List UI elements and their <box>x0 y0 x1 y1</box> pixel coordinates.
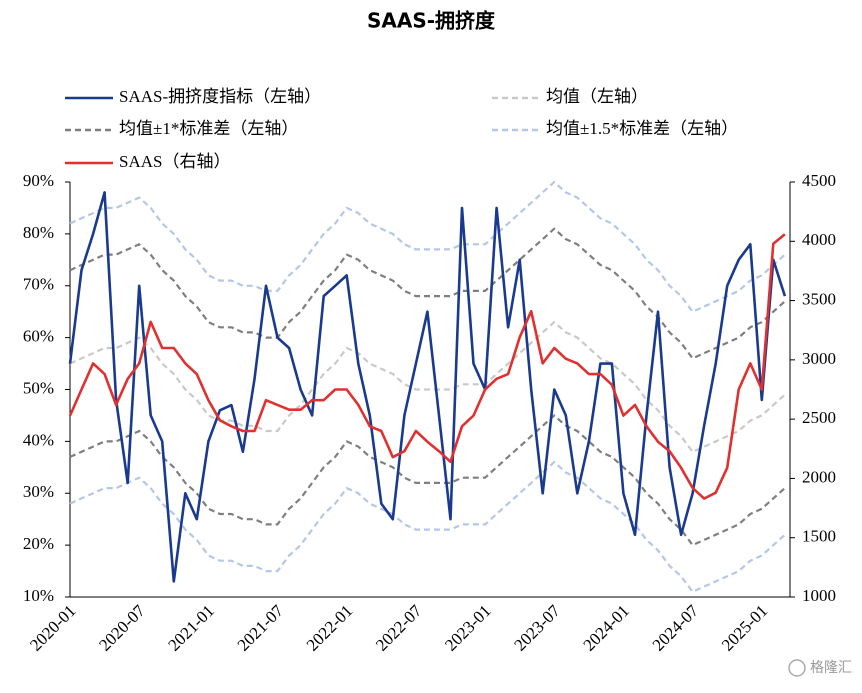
band-upper-line <box>69 227 786 360</box>
watermark-icon <box>788 659 806 677</box>
x-tick-label: 2025-01 <box>718 601 772 655</box>
y-tick-label: 90% <box>23 171 54 190</box>
y-tick-label: 30% <box>23 482 54 501</box>
legend-label: SAAS-拥挤度指标（左轴） <box>119 87 321 106</box>
y2-tick-label: 2000 <box>802 467 836 486</box>
y2-tick-label: 2500 <box>802 408 836 427</box>
chart-title: SAAS-拥挤度 <box>367 9 496 33</box>
x-tick-label: 2023-01 <box>441 601 495 655</box>
series-line <box>68 233 786 500</box>
y-tick-label: 70% <box>23 275 54 294</box>
band-upper-line <box>69 180 786 313</box>
legend-label: 均值（左轴） <box>546 87 648 106</box>
watermark: 格隆汇 <box>810 660 852 676</box>
y2-tick-label: 3500 <box>802 289 836 308</box>
band-lower-line <box>69 414 786 547</box>
legend-label: 均值±1.5*标准差（左轴） <box>546 119 738 138</box>
x-tick-label: 2022-07 <box>372 601 426 655</box>
y2-tick-label: 1500 <box>802 527 836 546</box>
x-tick-label: 2020-01 <box>26 601 80 655</box>
y-tick-label: 60% <box>23 327 54 346</box>
x-tick-label: 2024-07 <box>649 601 703 655</box>
x-tick-label: 2024-01 <box>580 601 634 655</box>
legend-label: 均值±1*标准差（左轴） <box>119 119 298 138</box>
y-tick-label: 20% <box>23 534 54 553</box>
series-line <box>69 321 786 453</box>
y-tick-label: 10% <box>23 586 54 605</box>
x-tick-label: 2021-07 <box>234 601 288 655</box>
y-tick-label: 50% <box>23 378 54 397</box>
series-line <box>68 191 787 583</box>
y2-tick-label: 4500 <box>802 171 836 190</box>
band-lower-line <box>69 461 786 593</box>
x-tick-label: 2023-07 <box>510 601 564 655</box>
y2-tick-label: 3000 <box>802 349 836 368</box>
y-tick-label: 40% <box>23 430 54 449</box>
y-tick-label: 80% <box>23 223 54 242</box>
y2-tick-label: 1000 <box>802 586 836 605</box>
x-tick-label: 2022-01 <box>303 601 357 655</box>
y2-tick-label: 4000 <box>802 230 836 249</box>
legend-label: SAAS（右轴） <box>119 152 230 171</box>
x-tick-label: 2020-07 <box>95 601 149 655</box>
x-tick-label: 2021-01 <box>164 601 218 655</box>
